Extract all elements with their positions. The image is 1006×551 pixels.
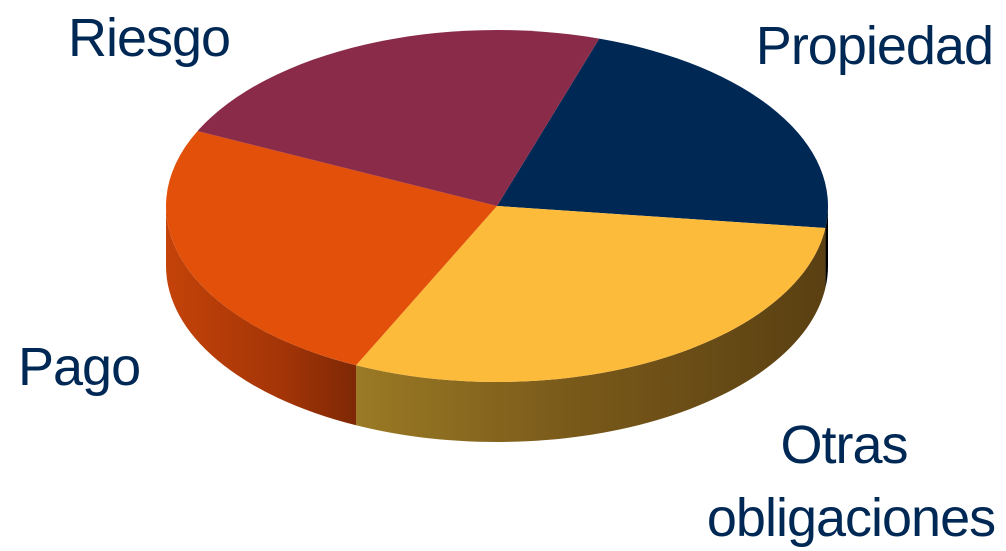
pie-slice-otras-obligaciones — [356, 206, 826, 382]
pie-top-faces — [165, 30, 828, 382]
pie-label-riesgo: Riesgo — [68, 8, 230, 68]
pie-side-otras-obligaciones — [356, 228, 826, 442]
pie-labels: Propiedad Otras obligaciones Pago Riesgo — [18, 8, 996, 548]
pie-slice-propiedad — [497, 38, 828, 229]
pie-side-propiedad — [825, 206, 828, 289]
pie-slice-pago — [165, 131, 497, 366]
pie-label-otras-obligaciones: Otras obligaciones — [707, 415, 995, 548]
pie-slice-riesgo — [197, 30, 600, 207]
pie-side-pago — [166, 206, 357, 426]
pie-label-pago: Pago — [18, 337, 140, 397]
pie-label-propiedad: Propiedad — [756, 16, 993, 76]
pie-side-walls — [166, 206, 828, 442]
